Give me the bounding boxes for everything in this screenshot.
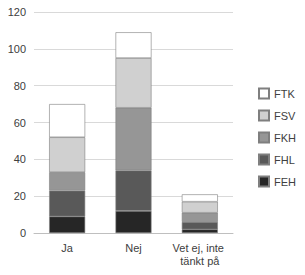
svg-text:0: 0 xyxy=(20,227,26,239)
svg-text:20: 20 xyxy=(14,190,26,202)
svg-text:FTK: FTK xyxy=(274,88,295,100)
svg-text:100: 100 xyxy=(8,43,26,55)
svg-text:60: 60 xyxy=(14,117,26,129)
svg-text:Vet ej, inte: Vet ej, inte xyxy=(173,242,227,254)
svg-text:Ja: Ja xyxy=(61,242,74,254)
svg-text:FKH: FKH xyxy=(274,132,296,144)
svg-text:Nej: Nej xyxy=(125,242,142,254)
svg-text:FSV: FSV xyxy=(274,110,296,122)
svg-text:FEH: FEH xyxy=(274,176,296,188)
svg-text:FHL: FHL xyxy=(274,154,295,166)
svg-text:120: 120 xyxy=(8,6,26,18)
svg-text:80: 80 xyxy=(14,80,26,92)
svg-text:40: 40 xyxy=(14,153,26,165)
svg-text:tänkt på: tänkt på xyxy=(180,255,220,267)
